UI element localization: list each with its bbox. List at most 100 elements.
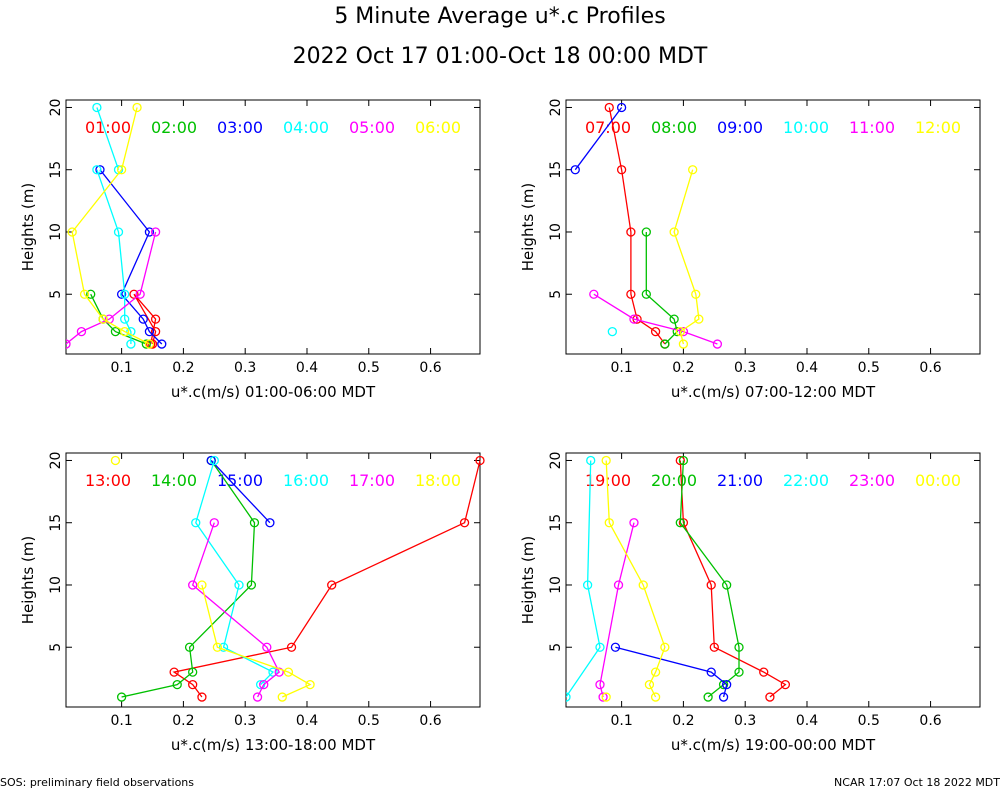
series-line-0900 (574, 107, 623, 171)
legend-entry: 12:00 (915, 118, 961, 137)
y-tick-label: 5 (548, 290, 564, 299)
y-tick-label: 15 (548, 161, 564, 179)
data-point-1700 (259, 679, 269, 690)
legend-entry: 19:00 (585, 471, 631, 490)
data-point-0300 (144, 326, 155, 337)
data-point-0300 (95, 165, 105, 175)
data-point-1700 (262, 642, 272, 652)
data-point-0600 (79, 289, 90, 299)
legend-entry: 23:00 (849, 471, 895, 490)
legend-entry: 16:00 (283, 471, 329, 490)
legend-entry: 00:00 (915, 471, 961, 490)
data-point-1700 (209, 518, 219, 528)
data-point-1400 (184, 642, 195, 652)
data-point-1000 (607, 326, 617, 337)
plot-panel-3: 0.1 0.2 0.3 0.4 0.5 0.6 5 10 15 20 u*.c(m/s) 13:00… (19, 452, 485, 754)
series-line-1300 (172, 460, 481, 698)
data-point-1900 (765, 692, 775, 702)
data-point-2300 (613, 580, 624, 590)
data-point-0800 (660, 339, 670, 349)
data-point-1300 (286, 642, 297, 652)
series-line-2100 (615, 646, 728, 698)
legend-entry: 20:00 (651, 471, 697, 490)
data-point-0100 (150, 314, 161, 324)
legend-entry: 07:00 (585, 118, 631, 137)
y-axis-label: Heights (m) (19, 183, 37, 271)
data-point-0600 (98, 314, 108, 324)
data-point-1800 (277, 692, 287, 702)
data-point-2000 (734, 642, 744, 652)
data-point-1800 (305, 679, 315, 690)
plot-frame (565, 99, 981, 355)
data-point-1200 (691, 289, 701, 299)
data-point-0400 (126, 339, 136, 349)
data-point-1400 (116, 692, 127, 702)
series-line-0400 (96, 107, 120, 170)
data-point-2300 (598, 692, 608, 702)
footer-note: SOS: preliminary field observations (0, 776, 194, 789)
data-point-1200 (694, 314, 704, 324)
data-point-2000 (675, 518, 685, 528)
y-tick-label: 10 (48, 576, 64, 594)
legend-entry: 09:00 (717, 118, 763, 137)
y-tick-label: 5 (48, 643, 64, 652)
data-point-2300 (595, 679, 605, 690)
y-tick-label: 10 (548, 223, 564, 241)
data-point-1800 (110, 455, 121, 466)
data-point-2100 (706, 667, 716, 677)
x-axis-label: u*.c(m/s) 07:00-12:00 MDT (671, 383, 876, 401)
data-point-1400 (188, 667, 198, 677)
chart-subtitle: 2022 Oct 17 01:00-Oct 18 00:00 MDT (292, 44, 708, 69)
data-point-1400 (172, 679, 182, 690)
data-point-1600 (234, 580, 244, 590)
x-tick-label: 0.5 (858, 713, 880, 729)
x-tick-label: 0.1 (610, 360, 632, 376)
y-tick-label: 5 (48, 290, 64, 299)
x-tick-label: 0.6 (919, 360, 941, 376)
data-point-1900 (780, 679, 791, 690)
series-line-2200 (566, 460, 601, 698)
x-tick-label: 0.2 (172, 713, 194, 729)
data-point-1600 (209, 455, 219, 466)
plot-panel-1: 0.1 0.2 0.3 0.4 0.5 0.6 5 10 15 20 u*.c(m/s) 01:00… (19, 99, 481, 401)
x-tick-label: 0.6 (419, 360, 441, 376)
data-point-0300 (157, 339, 167, 349)
data-point-1300 (188, 679, 198, 690)
data-point-0800 (669, 314, 679, 324)
data-point-1300 (169, 667, 179, 677)
data-point-0500 (66, 339, 71, 349)
data-point-1500 (265, 518, 275, 528)
data-point-2100 (610, 642, 621, 652)
data-point-0700 (626, 289, 636, 299)
data-point-0900 (616, 102, 627, 113)
legend-entry: 21:00 (717, 471, 763, 490)
data-point-2200 (586, 455, 596, 466)
legend-entry: 08:00 (651, 118, 697, 137)
series-line-0300 (99, 169, 163, 345)
y-tick-label: 10 (48, 223, 64, 241)
series-line-1700 (191, 522, 281, 698)
data-point-0700 (650, 326, 661, 337)
data-point-1400 (246, 580, 257, 590)
plot-panel-2: 0.1 0.2 0.3 0.4 0.5 0.6 5 10 15 20 u*.c(m/s) 07:00… (519, 99, 981, 401)
data-point-0100 (150, 326, 161, 337)
data-point-1900 (709, 642, 719, 652)
x-tick-label: 0.5 (858, 360, 880, 376)
data-point-1200 (675, 326, 685, 337)
data-point-0700 (616, 165, 627, 175)
data-point-1700 (274, 667, 284, 677)
y-axis-label: Heights (m) (519, 536, 537, 624)
y-tick-label: 20 (548, 99, 564, 117)
data-point-2000 (734, 667, 744, 677)
data-point-0000 (604, 518, 614, 528)
data-point-1200 (669, 227, 679, 237)
data-point-0600 (132, 102, 142, 113)
data-point-0500 (76, 326, 87, 337)
series-line-2300 (599, 522, 635, 698)
data-point-1900 (759, 667, 769, 677)
data-point-0400 (92, 165, 102, 175)
series-line-0100 (133, 293, 157, 345)
y-tick-label: 20 (548, 452, 564, 470)
data-point-1800 (283, 667, 294, 677)
data-point-0000 (601, 455, 611, 466)
